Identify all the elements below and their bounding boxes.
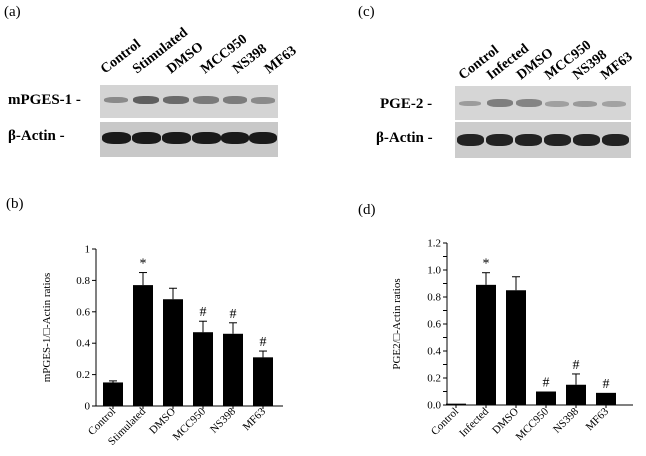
blot-right-actin-strip xyxy=(455,122,631,158)
blot-left-row-mpges1: mPGES-1 - xyxy=(8,92,81,108)
band xyxy=(132,132,161,144)
y-tick-label: 0.2 xyxy=(427,373,441,385)
significance-marker: # xyxy=(603,377,610,392)
significance-marker: * xyxy=(483,257,490,272)
y-tick-label: 0.2 xyxy=(76,369,90,381)
panel-label-b: (b) xyxy=(6,196,24,212)
y-tick-label: 1.0 xyxy=(427,265,441,277)
band xyxy=(573,134,600,146)
band xyxy=(544,134,571,146)
y-tick-label: 0.0 xyxy=(427,400,441,412)
x-tick-label: MF63 xyxy=(584,405,612,433)
significance-marker: # xyxy=(260,335,267,350)
band xyxy=(486,134,513,146)
band xyxy=(602,101,626,107)
bar xyxy=(536,391,556,405)
significance-marker: # xyxy=(200,305,207,320)
band xyxy=(249,132,277,144)
band xyxy=(515,134,542,146)
x-tick-label: Infected xyxy=(457,405,491,439)
y-tick-label: 0 xyxy=(85,401,91,413)
bar xyxy=(103,382,123,406)
band xyxy=(487,99,513,107)
y-tick-label: 1.2 xyxy=(427,238,441,250)
band xyxy=(459,101,481,106)
significance-marker: # xyxy=(543,376,550,391)
x-tick-label: MCC950 xyxy=(514,405,552,443)
blot-left-mpges1-strip xyxy=(100,85,278,118)
band xyxy=(133,96,159,104)
band xyxy=(163,96,189,104)
bar xyxy=(223,333,243,406)
bar xyxy=(193,332,213,406)
bar xyxy=(566,384,586,405)
y-tick-label: 0.6 xyxy=(427,319,441,331)
bar xyxy=(253,357,273,406)
significance-marker: # xyxy=(230,307,237,322)
panel-label-c: (c) xyxy=(358,4,375,20)
y-tick-label: 0.6 xyxy=(76,306,90,318)
band xyxy=(104,97,128,103)
band xyxy=(192,132,221,144)
y-tick-label: 0.4 xyxy=(427,346,441,358)
blot-right-pge2-strip xyxy=(455,86,631,120)
blot-right-row-actin: β-Actin - xyxy=(376,130,433,146)
blot-left-row-actin: β-Actin - xyxy=(8,128,65,144)
band xyxy=(516,99,542,107)
bar xyxy=(133,285,153,406)
bar xyxy=(446,403,466,405)
bar xyxy=(476,284,496,405)
band xyxy=(221,132,249,144)
band xyxy=(251,97,275,104)
band xyxy=(457,134,484,146)
x-tick-label: NS398 xyxy=(551,405,581,435)
blot-left-actin-strip xyxy=(100,122,278,157)
x-tick-label: MF63 xyxy=(241,405,269,433)
y-tick-label: 0.4 xyxy=(76,338,90,350)
panel-label-d: (d) xyxy=(358,202,376,218)
significance-marker: # xyxy=(573,358,580,373)
blot-right-row-pge2: PGE-2 - xyxy=(380,96,433,112)
y-axis-label: mPGES-1/□-Actin ratios xyxy=(41,273,53,383)
band xyxy=(545,101,569,107)
significance-marker: * xyxy=(140,257,147,272)
band xyxy=(573,101,597,107)
band xyxy=(162,132,191,144)
band xyxy=(102,132,131,144)
band xyxy=(223,96,247,104)
y-tick-label: 1 xyxy=(85,244,91,256)
band xyxy=(602,134,629,146)
y-axis-label: PGE2/□-Actin ratios xyxy=(391,278,403,369)
panel-label-a: (a) xyxy=(4,4,21,20)
bar xyxy=(506,290,526,405)
x-tick-label: NS398 xyxy=(208,405,238,435)
band xyxy=(193,96,219,104)
bar xyxy=(596,392,616,405)
x-tick-label: MCC950 xyxy=(171,405,209,443)
y-tick-label: 0.8 xyxy=(76,275,90,287)
bar xyxy=(163,299,183,406)
y-tick-label: 0.8 xyxy=(427,292,441,304)
